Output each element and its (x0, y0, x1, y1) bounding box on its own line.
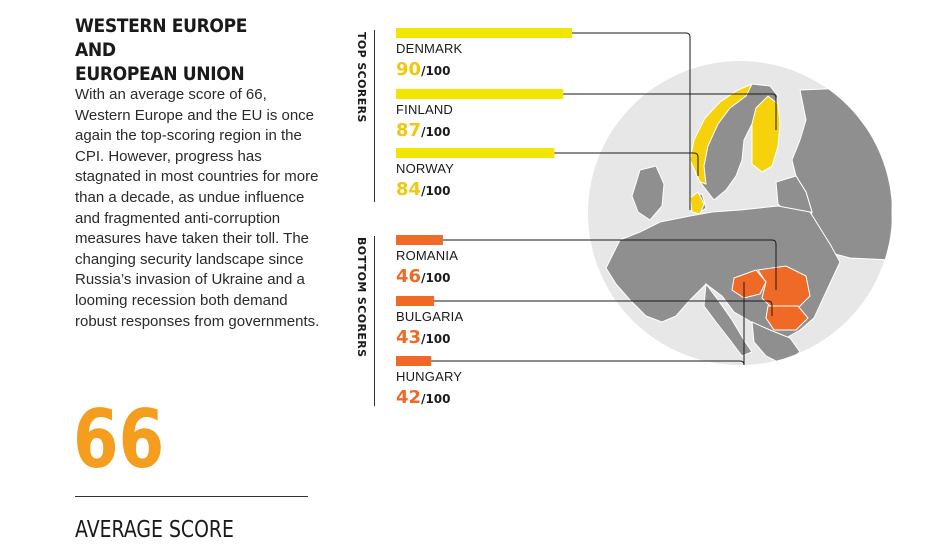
country-score-bulgaria: 43/100 (396, 327, 451, 350)
connectors-layer (431, 32, 777, 366)
score-value-romania: 46 (396, 266, 422, 287)
country-name-norway: NORWAY (396, 161, 455, 176)
average-score-divider (75, 496, 308, 497)
score-value-hungary: 42 (396, 387, 422, 408)
country-score-hungary: 42/100 (396, 387, 451, 410)
map-bulgaria-highlight (765, 305, 809, 331)
score-max-romania: /100 (421, 271, 451, 285)
score-value-norway: 84 (396, 179, 422, 200)
bar-romania (396, 235, 443, 245)
score-max-norway: /100 (421, 184, 451, 198)
bar-denmark (396, 28, 572, 38)
map-uk-land (631, 165, 665, 221)
country-name-hungary: HUNGARY (396, 369, 463, 384)
country-name-bulgaria: BULGARIA (396, 309, 464, 324)
europe-map (588, 61, 892, 365)
country-score-romania: 46/100 (396, 266, 451, 289)
bar-norway (396, 148, 555, 158)
score-value-denmark: 90 (396, 59, 422, 80)
country-score-norway: 84/100 (396, 179, 451, 202)
bar-hungary (396, 356, 432, 366)
group-rule-top (374, 30, 375, 202)
country-name-denmark: DENMARK (396, 41, 463, 56)
connector-denmark (572, 32, 691, 210)
region-title-line-1: WESTERN EUROPE AND (75, 15, 248, 61)
score-max-finland: /100 (421, 125, 451, 139)
average-score-value: 66 (73, 393, 165, 486)
region-title-line-2: EUROPEAN UNION (75, 63, 245, 85)
map-baltic-land (775, 175, 813, 217)
bars-layer (396, 28, 572, 366)
connector-bulgaria (434, 300, 773, 316)
score-max-hungary: /100 (421, 392, 451, 406)
country-name-finland: FINLAND (396, 102, 454, 117)
map-italy-land (703, 282, 753, 357)
group-label-top: TOP SCORERS (355, 32, 368, 123)
connector-norway (554, 152, 699, 176)
score-max-bulgaria: /100 (421, 332, 451, 346)
country-score-finland: 87/100 (396, 120, 451, 143)
map-highlights (689, 83, 811, 331)
group-label-bottom: BOTTOM SCORERS (355, 237, 368, 358)
region-title: WESTERN EUROPE AND EUROPEAN UNION (75, 14, 291, 86)
group-rule-bottom (374, 236, 375, 406)
connector-hungary (431, 282, 745, 366)
country-score-denmark: 90/100 (396, 59, 451, 82)
connector-finland (563, 93, 777, 130)
map-denmark-highlight (689, 191, 705, 215)
bar-finland (396, 89, 564, 99)
score-value-bulgaria: 43 (396, 327, 422, 348)
region-description: With an average score of 66, Western Eur… (75, 86, 320, 330)
connector-romania (442, 239, 777, 290)
country-name-romania: ROMANIA (396, 248, 459, 263)
bar-bulgaria (396, 296, 435, 306)
score-max-denmark: /100 (421, 64, 451, 78)
map-finland-highlight (751, 95, 781, 173)
map-hungary-highlight (731, 269, 767, 299)
average-score-label: AVERAGE SCORE (75, 517, 234, 543)
score-value-finland: 87 (396, 120, 422, 141)
